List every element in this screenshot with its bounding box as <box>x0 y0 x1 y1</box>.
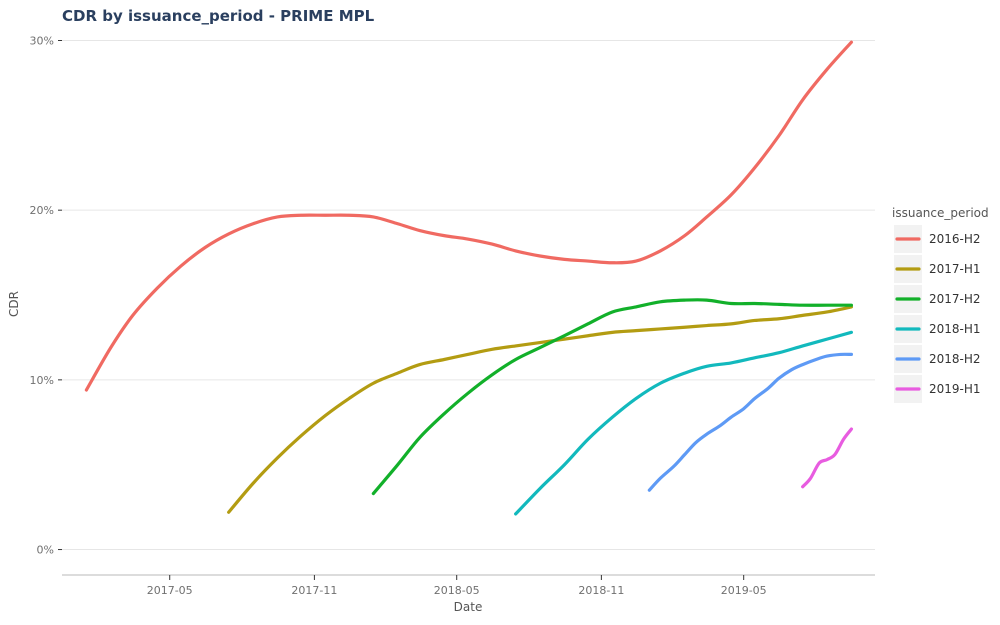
legend-label: 2018-H1 <box>929 322 981 336</box>
series-line-2017-h1 <box>227 305 854 514</box>
legend-label: 2016-H2 <box>929 232 981 246</box>
series-line-2018-h1 <box>514 330 854 516</box>
series-line-2019-h1 <box>801 427 854 489</box>
chart-title: CDR by issuance_period - PRIME MPL <box>62 7 375 25</box>
legend-label: 2018-H2 <box>929 352 981 366</box>
y-axis: 0% 10% 20% 30% <box>30 34 62 557</box>
y-tick-label: 0% <box>37 544 54 557</box>
y-axis-label: CDR <box>7 291 21 317</box>
y-tick-label: 10% <box>30 374 54 387</box>
x-axis-label: Date <box>454 600 483 614</box>
series-line-2017-h2 <box>371 298 854 496</box>
y-tick-label: 20% <box>30 204 54 217</box>
legend-label: 2017-H2 <box>929 292 981 306</box>
x-tick-label: 2019-05 <box>721 584 767 597</box>
legend-title: issuance_period <box>892 206 989 220</box>
series-lines <box>84 40 854 516</box>
x-tick-label: 2018-11 <box>578 584 624 597</box>
series-line-2016-h2 <box>84 40 854 392</box>
y-tick-label: 30% <box>30 34 54 47</box>
legend: issuance_period 2016-H2 2017-H1 2017-H2 201… <box>892 206 989 403</box>
x-tick-label: 2018-05 <box>434 584 480 597</box>
series-line-2018-h2 <box>647 352 854 492</box>
x-tick-label: 2017-11 <box>291 584 337 597</box>
grid-lines <box>62 39 875 551</box>
legend-label: 2017-H1 <box>929 262 981 276</box>
x-axis: 2017-05 2017-11 2018-05 2018-11 2019-05 <box>62 574 875 597</box>
x-tick-label: 2017-05 <box>147 584 193 597</box>
legend-label: 2019-H1 <box>929 382 981 396</box>
